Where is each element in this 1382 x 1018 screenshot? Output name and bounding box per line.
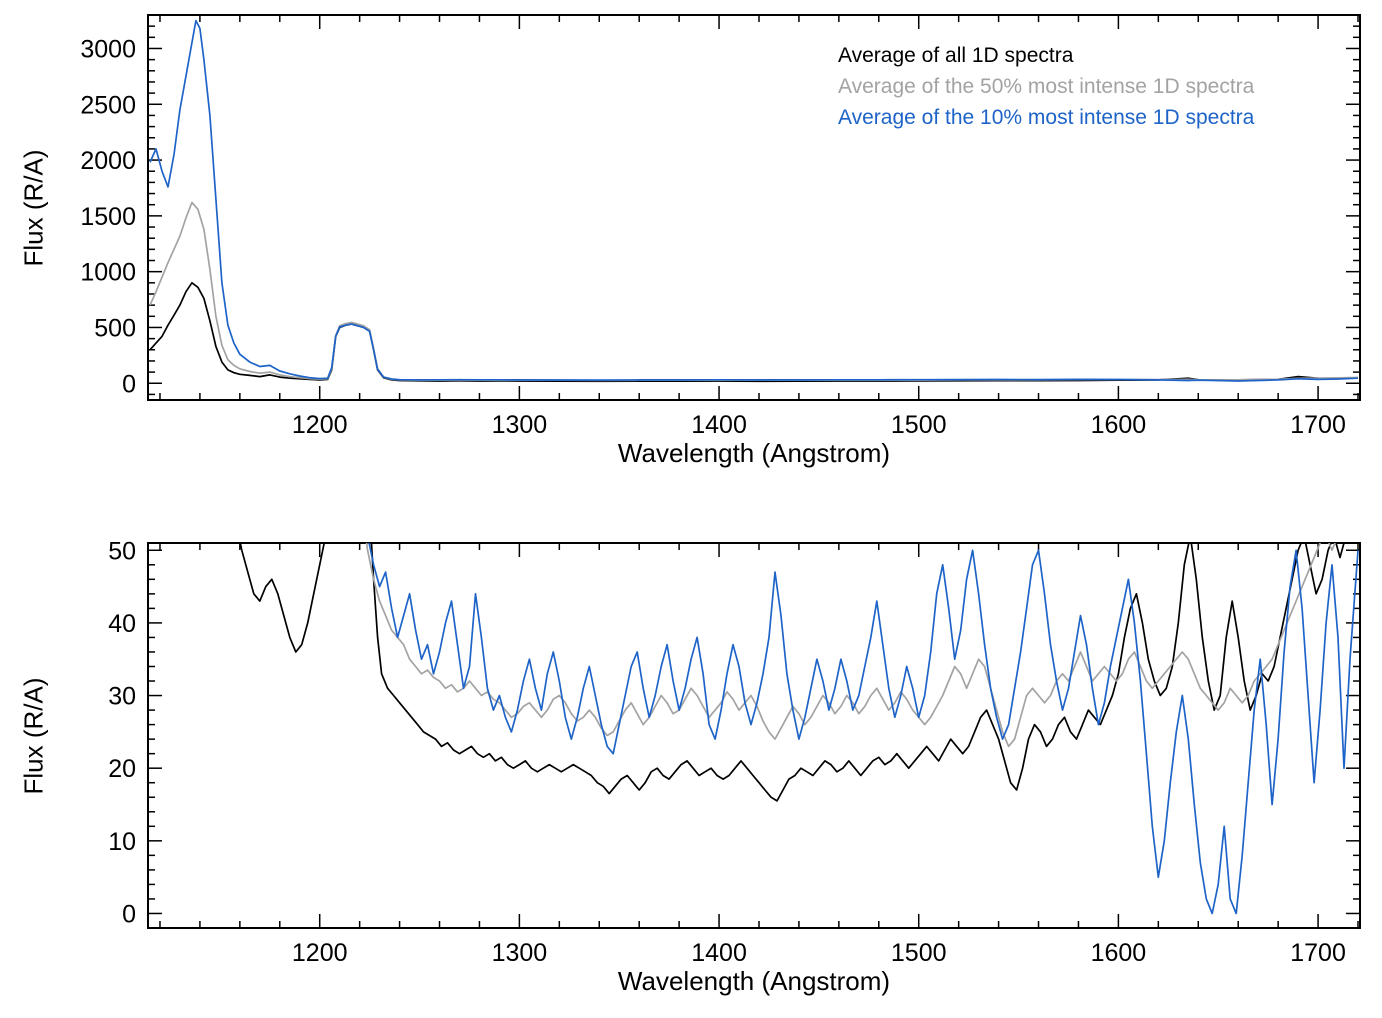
y-tick-label: 50 xyxy=(108,537,136,565)
avg-50pct-spectrum-line xyxy=(149,201,1359,382)
x-tick-label: 1500 xyxy=(891,939,947,967)
avg-all-spectrum-line xyxy=(239,543,1345,802)
bottom-chart-canvas: 1200 1300 1400 1500 1600 1700 0 10 20 30 40 50 xyxy=(108,537,1361,967)
x-tick-label: 1400 xyxy=(691,939,747,967)
top-x-axis-label: Wavelength (Angstrom) xyxy=(617,438,891,468)
avg-50pct-spectrum-line xyxy=(365,543,1336,748)
y-tick-label: 2500 xyxy=(80,91,136,119)
top-y-axis-label: Flux (R/A) xyxy=(18,149,49,267)
bottom-spectrum-chart: 1200 1300 1400 1500 1600 1700 0 10 20 30 40 50 Flux… xyxy=(0,528,1382,1014)
x-tick-label: 1200 xyxy=(292,939,348,967)
y-tick-label: 1500 xyxy=(80,203,136,231)
bottom-x-axis-label: Wavelength (Angstrom) xyxy=(617,966,891,996)
y-tick-label: 10 xyxy=(108,828,136,856)
legend-entry: Average of the 50% most intense 1D spect… xyxy=(838,75,1255,98)
x-tick-label: 1700 xyxy=(1290,411,1346,439)
x-tick-label: 1500 xyxy=(891,411,947,439)
x-tick-label: 1200 xyxy=(292,411,348,439)
y-tick-label: 1000 xyxy=(80,259,136,287)
bottom-y-axis-label: Flux (R/A) xyxy=(18,677,49,795)
y-tick-label: 0 xyxy=(122,900,136,928)
top-spectrum-chart: 1200 1300 1400 1500 1600 1700 0 500 1000 1500 2000… xyxy=(0,0,1382,478)
x-tick-label: 1300 xyxy=(492,939,548,967)
x-tick-label: 1300 xyxy=(492,411,548,439)
x-tick-label: 1700 xyxy=(1290,939,1346,967)
plot-frame xyxy=(147,542,1361,929)
y-tick-label: 500 xyxy=(94,314,136,342)
avg-10pct-spectrum-line xyxy=(368,543,1359,915)
x-tick-label: 1400 xyxy=(691,411,747,439)
y-tick-label: 3000 xyxy=(80,35,136,63)
y-tick-label: 20 xyxy=(108,755,136,783)
plot-frame xyxy=(147,14,1361,401)
x-tick-label: 1600 xyxy=(1091,939,1147,967)
legend-entry: Average of the 10% most intense 1D spect… xyxy=(838,106,1255,129)
y-tick-label: 30 xyxy=(108,683,136,711)
avg-10pct-spectrum-line xyxy=(149,19,1359,382)
y-tick-label: 40 xyxy=(108,610,136,638)
y-tick-label: 0 xyxy=(122,370,136,398)
x-tick-label: 1600 xyxy=(1091,411,1147,439)
y-tick-label: 2000 xyxy=(80,147,136,175)
top-chart-canvas: 1200 1300 1400 1500 1600 1700 0 500 1000 1500 2000… xyxy=(80,14,1361,439)
legend-entry: Average of all 1D spectra xyxy=(838,44,1074,67)
